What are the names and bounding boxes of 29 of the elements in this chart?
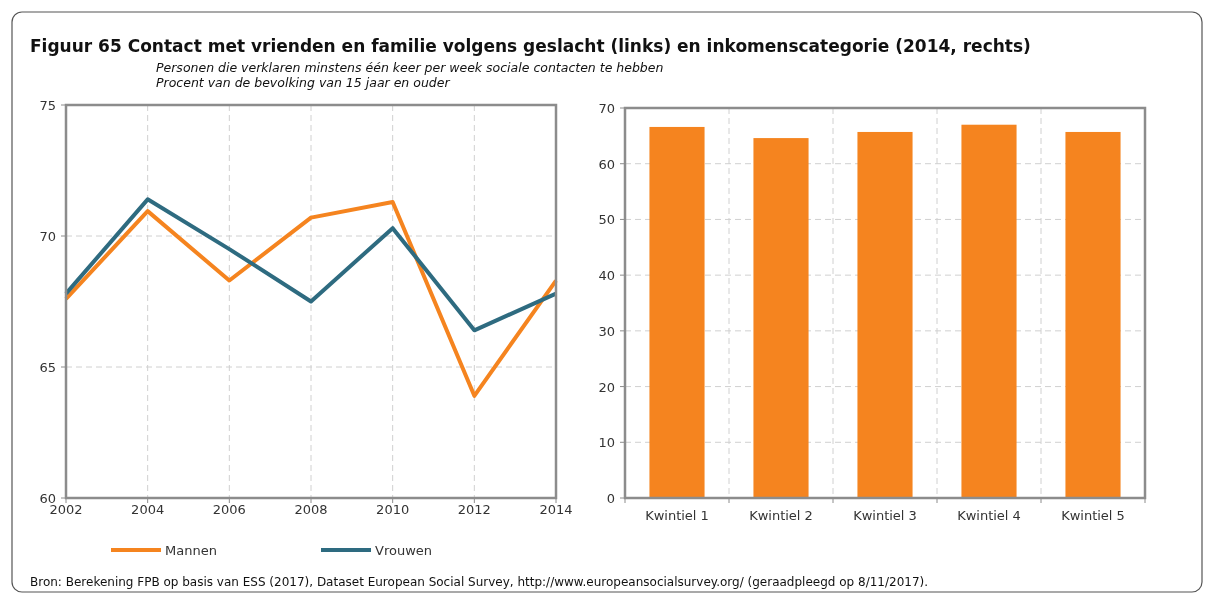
y-tick-label: 70	[598, 101, 615, 116]
x-tick-label: Kwintiel 5	[1061, 508, 1125, 523]
y-tick-label: 50	[598, 212, 615, 228]
y-tick-label: 10	[598, 435, 615, 451]
y-tick-label: 20	[598, 379, 615, 395]
x-tick-label: Kwintiel 1	[645, 508, 709, 523]
x-tick-label: 2012	[457, 502, 491, 517]
x-tick-label: 2006	[212, 502, 246, 517]
x-tick-label: 2014	[539, 502, 573, 517]
x-tick-label: 2004	[131, 502, 165, 517]
y-tick-label: 70	[39, 229, 56, 244]
x-tick-label: 2010	[376, 502, 410, 517]
legend-label: Vrouwen	[375, 543, 433, 558]
y-tick-label: 30	[598, 323, 615, 339]
chart-subtitle: Personen die verklaren minstens één keer per week sociale contacten te hebben Procent van de bevolking van 15 jaar en ouder	[156, 60, 664, 90]
x-tick-label: 2008	[294, 502, 328, 517]
y-tick-label: 65	[39, 360, 56, 375]
y-tick-label: 75	[39, 98, 56, 113]
line-series	[64, 199, 558, 398]
x-tick-label: Kwintiel 4	[957, 508, 1021, 523]
text: Bron: Berekening FPB op basis van ESS (2017), Dataset European Social Survey, http://www.europeansocialsurvey.org/ (geraadpleegd op 8/11/2017).	[30, 575, 929, 589]
legend-label: Mannen	[165, 543, 217, 558]
x-tick-label: Kwintiel 2	[749, 508, 813, 523]
x-tick-label: Kwintiel 3	[853, 508, 917, 523]
y-tick-label: 40	[598, 268, 615, 284]
y-tick-label: 60	[598, 156, 615, 172]
chart-title: Figuur 65 Contact met vrienden en familie volgens geslacht (links) en inkomenscategorie (2014, rechts)	[30, 36, 1031, 56]
y-tick-label: 0	[606, 491, 615, 506]
line-series	[64, 197, 558, 333]
